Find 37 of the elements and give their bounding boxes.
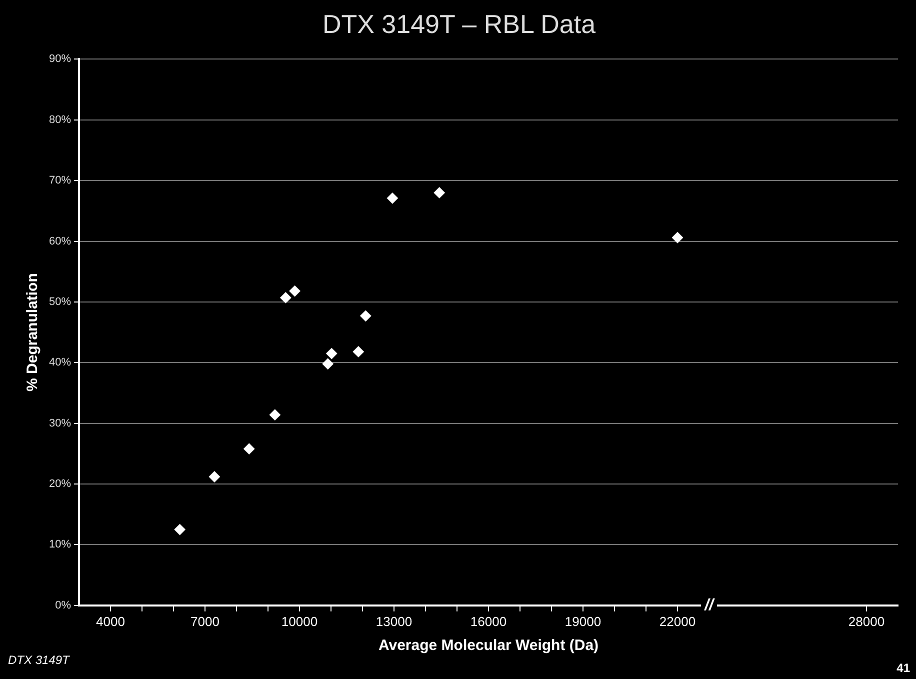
y-tick-label: 30% — [48, 417, 72, 430]
point — [386, 192, 398, 204]
point — [360, 310, 372, 322]
y-tick-label: 20% — [48, 478, 72, 490]
point — [244, 443, 255, 454]
point — [208, 471, 220, 482]
annotation: // — [704, 596, 716, 614]
y-axis-title: % Degranulation — [24, 273, 42, 392]
x-tick-label: 7000 — [190, 614, 220, 629]
x-tick-label: 4000 — [96, 614, 125, 629]
x-tick-label: 19000 — [564, 614, 602, 629]
x-tick-label: 10000 — [281, 614, 318, 629]
x-tick-label: 16000 — [470, 614, 507, 629]
point — [269, 409, 280, 420]
y-tick-label: 50% — [48, 296, 72, 308]
point — [289, 286, 300, 297]
x-tick-label: 28000 — [848, 614, 885, 629]
y-tick-label: 40% — [48, 356, 72, 369]
y-tick-label: 10% — [48, 538, 72, 551]
x-tick-label: 13000 — [376, 614, 412, 629]
x-axis-title: Average Molecular Weight (Da) — [378, 637, 599, 654]
point — [672, 232, 684, 244]
point — [434, 187, 445, 198]
y-tick-label: 90% — [48, 53, 72, 66]
y-tick-label: 0% — [55, 599, 72, 612]
y-tick-label: 70% — [48, 174, 72, 187]
y-tick-label: 60% — [48, 235, 72, 248]
x-tick-label: 22000 — [659, 614, 696, 629]
point — [322, 358, 334, 370]
y-tick-label: 80% — [48, 114, 72, 126]
point — [352, 346, 364, 358]
point — [280, 292, 292, 304]
text: 41 — [896, 661, 910, 675]
chart-title: DTX 3149T – RBL Data — [322, 8, 596, 39]
text: DTX 3149T — [8, 653, 70, 667]
point — [326, 348, 338, 360]
point — [174, 524, 186, 536]
